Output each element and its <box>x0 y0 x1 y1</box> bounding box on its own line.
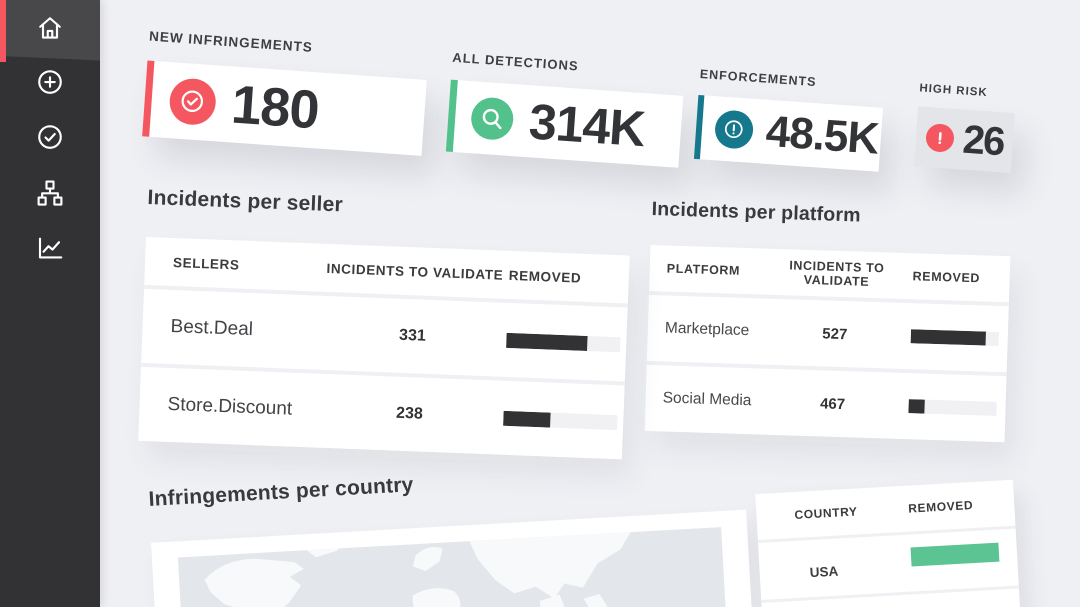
column-header-platform: PLATFORM <box>667 262 761 279</box>
stat-value: 180 <box>229 74 320 142</box>
incidents-to-validate-value: 331 <box>318 324 507 349</box>
removed-bar <box>506 332 620 351</box>
stat-label: ALL DETECTIONS <box>452 50 685 81</box>
stat-value: 26 <box>961 117 1005 165</box>
stat-new-infringements: NEW INFRINGEMENTS 180 <box>142 29 429 156</box>
search-icon <box>470 96 515 141</box>
world-map-graphic <box>178 527 732 607</box>
platform-name: Marketplace <box>665 319 760 340</box>
sidebar-item-add[interactable] <box>0 57 100 107</box>
sidebar-item-analytics[interactable] <box>0 223 100 273</box>
stat-card-high-risk[interactable]: 26 <box>914 106 1015 173</box>
stat-enforcements: ENFORCEMENTS 48.5K <box>694 67 885 172</box>
stat-value: 48.5K <box>764 107 880 165</box>
stat-card-all-detections[interactable]: 314K <box>446 80 683 168</box>
sitemap-icon <box>35 178 65 208</box>
column-header-removed: REMOVED <box>509 267 629 287</box>
column-header-removed: REMOVED <box>908 498 974 516</box>
sellers-table: SELLERS INCIDENTS TO VALIDATE REMOVED Be… <box>138 237 629 459</box>
home-icon <box>35 13 65 43</box>
accent-bar <box>446 80 458 152</box>
exclamation-icon <box>925 123 955 153</box>
country-removed-panel: COUNTRY REMOVED USA <box>755 480 1024 607</box>
stat-label: NEW INFRINGEMENTS <box>149 29 429 63</box>
seller-name: Store.Discount <box>167 394 316 422</box>
accent-bar <box>694 95 704 159</box>
sidebar-item-home[interactable] <box>0 0 100 56</box>
infringements-per-country-section: Infringements per country <box>148 438 1063 607</box>
removed-bar <box>911 329 999 346</box>
incidents-to-validate-value: 238 <box>315 402 504 427</box>
removed-bar <box>908 399 996 416</box>
column-header-removed: REMOVED <box>912 269 1009 286</box>
removed-bar-fill <box>911 543 1000 567</box>
removed-bar-fill <box>911 329 986 345</box>
accent-bar <box>142 60 154 136</box>
stat-card-enforcements[interactable]: 48.5K <box>694 95 883 172</box>
column-header-sellers: SELLERS <box>173 255 321 276</box>
stat-high-risk: HIGH RISK 26 <box>914 82 1017 173</box>
table-row-marketplace[interactable]: Marketplace 527 <box>647 295 1009 372</box>
line-chart-icon <box>35 233 65 263</box>
stat-card-new-infringements[interactable]: 180 <box>142 60 427 155</box>
plus-circle-icon <box>35 67 65 97</box>
sidebar-item-validate[interactable] <box>0 112 100 162</box>
incidents-to-validate-value: 527 <box>759 323 911 345</box>
seller-name: Best.Deal <box>170 316 319 344</box>
world-map[interactable] <box>178 527 732 607</box>
stat-value: 314K <box>527 92 646 158</box>
sidebar <box>0 0 100 607</box>
removed-bar-fill <box>506 332 587 350</box>
platforms-table: PLATFORM INCIDENTS TO VALIDATE REMOVED M… <box>645 245 1011 442</box>
removed-bar-fill <box>503 410 550 427</box>
table-row-social-media[interactable]: Social Media 467 <box>645 365 1007 442</box>
column-header-country: COUNTRY <box>794 504 858 522</box>
active-item-accent <box>0 0 6 62</box>
stat-all-detections: ALL DETECTIONS 314K <box>446 50 686 168</box>
country-name[interactable]: USA <box>809 564 838 581</box>
row-divider <box>758 526 1016 543</box>
incidents-per-seller-section: Incidents per seller SELLERS INCIDENTS T… <box>138 186 667 461</box>
removed-bar <box>503 410 617 429</box>
stat-label: HIGH RISK <box>919 82 1017 101</box>
incidents-to-validate-value: 467 <box>756 393 908 415</box>
removed-bar-fill <box>908 399 924 413</box>
row-divider <box>761 586 1019 603</box>
alert-circle-icon <box>714 109 755 150</box>
stat-label: ENFORCEMENTS <box>699 67 885 94</box>
platform-name: Social Media <box>662 389 757 410</box>
world-map-card <box>151 510 759 607</box>
column-header-incidents: INCIDENTS TO VALIDATE <box>321 260 509 282</box>
column-header-incidents: INCIDENTS TO VALIDATE <box>760 257 913 290</box>
dashboard: NEW INFRINGEMENTS 180 ALL DETECTIONS <box>0 0 1080 607</box>
check-circle-icon <box>35 122 65 152</box>
sidebar-item-hierarchy[interactable] <box>0 168 100 218</box>
removed-bar <box>911 543 1000 567</box>
check-ring-icon <box>168 77 217 126</box>
